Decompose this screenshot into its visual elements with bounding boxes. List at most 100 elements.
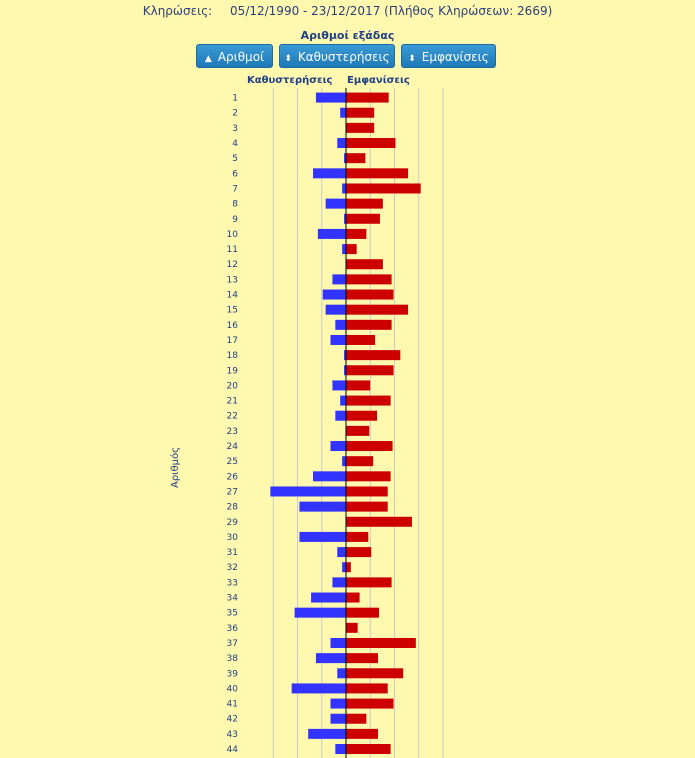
appearance-bar — [346, 107, 375, 118]
delay-bar — [322, 289, 346, 300]
delay-bar — [313, 471, 346, 482]
y-tick-label: 38 — [227, 654, 239, 664]
appearance-bar — [346, 683, 388, 694]
appearance-bar — [346, 198, 383, 209]
appearance-bar — [346, 471, 391, 482]
chart-title: Αριθμοί εξάδας — [300, 29, 395, 42]
delay-bar — [299, 531, 346, 542]
y-tick-label: 6 — [232, 169, 238, 179]
delays-column-header: Καθυστερήσεις — [247, 75, 333, 86]
delay-bar — [335, 744, 346, 755]
y-tick-label: 21 — [227, 397, 238, 407]
appearance-bar — [346, 653, 379, 664]
sort-numbers-label: Αριθμοί — [217, 50, 265, 64]
y-tick-label: 30 — [227, 533, 239, 543]
delay-bar — [325, 304, 346, 315]
y-tick-label: 4 — [232, 139, 238, 149]
delay-bar — [337, 547, 346, 558]
delay-bar — [337, 138, 346, 149]
delay-bar — [342, 562, 346, 573]
y-tick-label: 24 — [227, 442, 239, 452]
y-tick-label: 14 — [227, 291, 239, 301]
appearance-bar — [346, 350, 401, 361]
delay-bar — [337, 668, 346, 679]
delay-bar — [335, 319, 346, 330]
appearance-bar — [346, 456, 374, 467]
appearances-column-header: Εμφανίσεις — [347, 75, 410, 86]
y-tick-label: 32 — [227, 563, 238, 573]
y-tick-label: 40 — [227, 684, 239, 694]
y-tick-label: 19 — [227, 366, 239, 376]
y-tick-label: 35 — [227, 609, 238, 619]
appearance-bar — [346, 531, 369, 542]
sort-delays-button[interactable]: ⬍ Καθυστερήσεις — [279, 44, 395, 68]
delay-bar — [332, 274, 346, 285]
appearance-bar — [346, 274, 392, 285]
delay-bar — [344, 153, 346, 164]
appearance-bar — [346, 334, 376, 345]
delay-bar — [291, 683, 346, 694]
appearance-bar — [346, 622, 358, 633]
appearance-bar — [346, 168, 409, 179]
appearance-bar — [346, 607, 379, 618]
appearance-bar — [346, 637, 416, 648]
y-tick-label: 39 — [227, 669, 239, 679]
y-tick-label: 9 — [232, 215, 238, 225]
delay-bar — [342, 183, 346, 194]
y-tick-label: 27 — [227, 487, 238, 497]
appearance-bar — [346, 138, 396, 149]
sort-both-icon: ⬍ — [408, 54, 416, 64]
y-tick-label: 3 — [232, 124, 238, 134]
delay-bar — [313, 168, 346, 179]
sort-asc-icon: ▲ — [204, 54, 212, 64]
y-tick-label: 15 — [227, 306, 238, 316]
delay-bar — [325, 198, 346, 209]
delay-bar — [342, 244, 346, 255]
y-tick-label: 2 — [232, 109, 238, 119]
y-tick-label: 1 — [232, 94, 238, 104]
delay-bar — [299, 501, 346, 512]
delay-bar — [332, 380, 346, 391]
y-tick-label: 36 — [227, 624, 239, 634]
sort-both-icon: ⬍ — [284, 54, 292, 64]
appearance-bar — [346, 516, 412, 527]
appearance-bar — [346, 153, 366, 164]
delay-bar — [342, 456, 346, 467]
sort-numbers-button[interactable]: ▲ Αριθμοί — [196, 44, 273, 68]
appearance-bar — [346, 228, 367, 239]
delay-bar — [344, 350, 346, 361]
appearance-bar — [346, 244, 357, 255]
appearance-bar — [346, 304, 409, 315]
appearance-bar — [346, 395, 391, 406]
delay-bar — [315, 92, 346, 103]
appearance-bar — [346, 213, 380, 224]
draws-header: Κληρώσεις: 05/12/1990 - 23/12/2017 (Πλήθ… — [0, 4, 695, 18]
y-tick-label: 20 — [227, 381, 239, 391]
sort-appearances-button[interactable]: ⬍ Εμφανίσεις — [401, 44, 496, 68]
draws-label: Κληρώσεις: — [142, 4, 213, 18]
delay-bar — [311, 592, 346, 603]
y-tick-label: 8 — [232, 200, 238, 210]
y-tick-label: 11 — [227, 245, 238, 255]
delay-bar — [270, 486, 346, 497]
appearance-bar — [346, 92, 389, 103]
delay-bar — [330, 334, 346, 345]
delay-bar — [317, 228, 346, 239]
y-tick-label: 34 — [227, 594, 239, 604]
appearance-bar — [346, 289, 394, 300]
delay-bar — [315, 653, 346, 664]
appearance-bar — [346, 744, 391, 755]
appearance-bar — [346, 698, 394, 709]
appearance-bar — [346, 425, 370, 436]
appearance-bar — [346, 410, 378, 421]
y-tick-label: 22 — [227, 412, 238, 422]
appearance-bar — [346, 122, 375, 133]
appearance-bar — [346, 577, 392, 588]
y-tick-label: 13 — [227, 275, 238, 285]
draws-range: 05/12/1990 - 23/12/2017 (Πλήθος Κληρώσεω… — [230, 4, 553, 18]
y-tick-label: 17 — [227, 336, 238, 346]
y-tick-label: 10 — [227, 230, 239, 240]
delay-bar — [335, 410, 346, 421]
delay-bar — [294, 607, 346, 618]
y-tick-label: 7 — [232, 184, 238, 194]
